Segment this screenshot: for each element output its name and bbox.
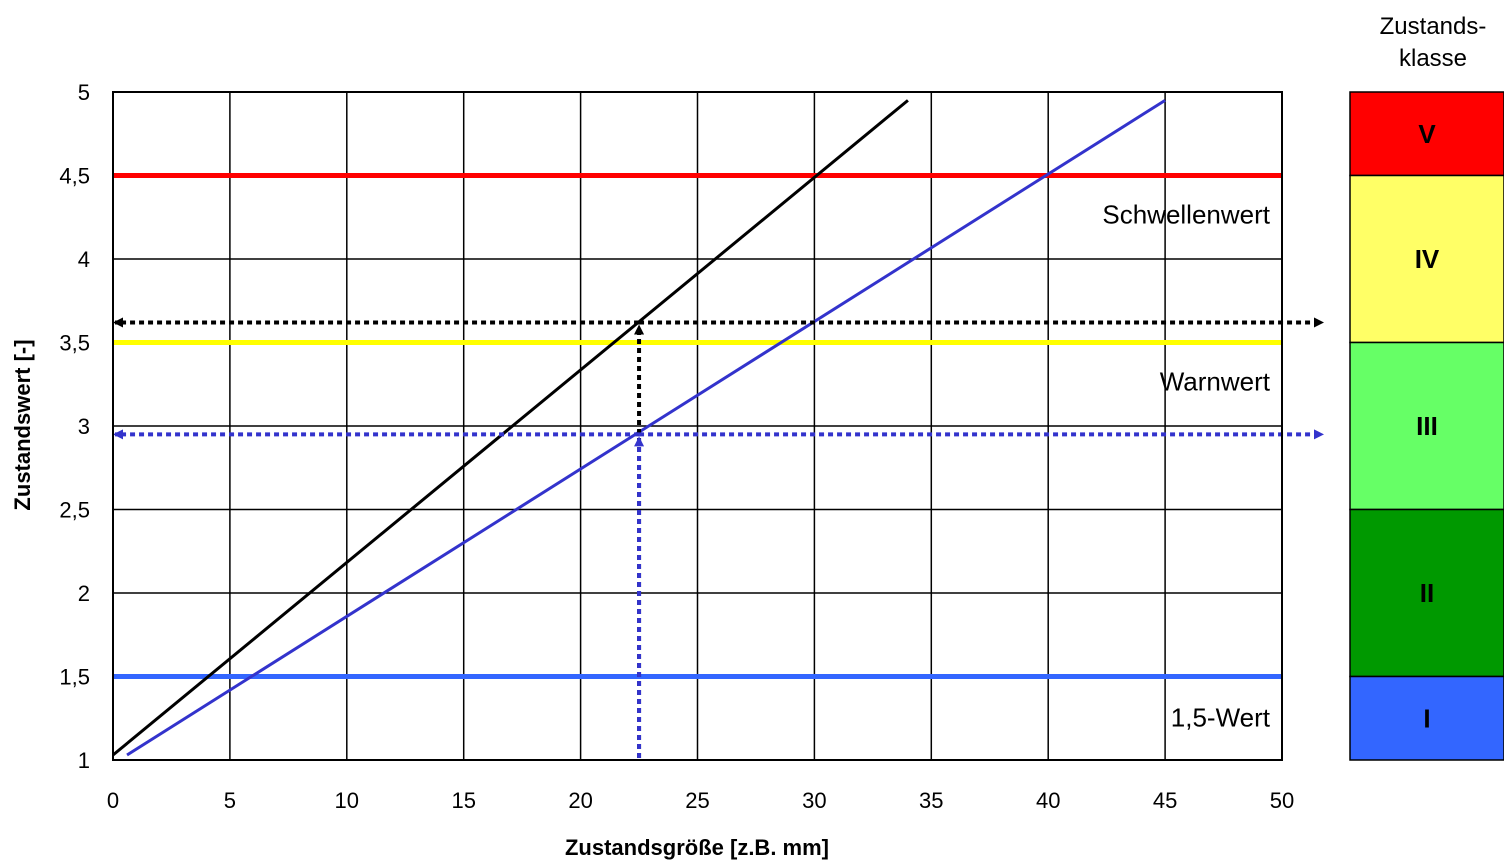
threshold-label-1: Warnwert xyxy=(1160,367,1271,397)
x-tick-label-9: 45 xyxy=(1153,788,1177,813)
x-axis-title: Zustandsgröße [z.B. mm] xyxy=(565,835,829,860)
plot-frame xyxy=(112,91,1283,761)
x-tick-label-2: 10 xyxy=(335,788,359,813)
class-band-label-IV: IV xyxy=(1415,244,1440,274)
x-tick-label-0: 0 xyxy=(107,788,119,813)
y-tick-label-0: 1 xyxy=(78,748,90,773)
y-tick-label-1: 1,5 xyxy=(59,665,90,690)
class-band-label-I: I xyxy=(1423,703,1430,733)
y-axis-title: Zustandswert [-] xyxy=(10,339,35,510)
y-tick-label-3: 2,5 xyxy=(59,498,90,523)
y-tick-label-2: 2 xyxy=(78,581,90,606)
class-band-label-V: V xyxy=(1418,119,1436,149)
class-band-label-III: III xyxy=(1416,411,1438,441)
series-line-0 xyxy=(112,99,909,757)
grid xyxy=(112,91,1283,761)
plot-border xyxy=(112,91,1283,761)
x-tick-labels: 0 5 10 15 20 25 30 35 40 45 50 xyxy=(107,788,1294,813)
y-tick-label-6: 4 xyxy=(78,247,90,272)
x-tick-label-7: 35 xyxy=(919,788,943,813)
series-line-1 xyxy=(126,99,1166,757)
threshold-label-0: Schwellenwert xyxy=(1102,200,1270,230)
reading-arrows xyxy=(113,317,1324,758)
class-band-V xyxy=(1349,91,1504,177)
y-tick-label-8: 5 xyxy=(78,80,90,105)
class-legend-title-line1: Zustands- xyxy=(1380,13,1487,40)
x-tick-label-1: 5 xyxy=(224,788,236,813)
class-band-label-II: II xyxy=(1420,578,1434,608)
class-band-II xyxy=(1349,508,1504,678)
threshold-lines: Schwellenwert Warnwert 1,5-Wert xyxy=(113,173,1282,733)
class-legend-title-line2: klasse xyxy=(1399,45,1467,72)
y-tick-label-7: 4,5 xyxy=(59,164,90,189)
x-tick-label-10: 50 xyxy=(1270,788,1294,813)
x-tick-label-4: 20 xyxy=(568,788,592,813)
x-tick-label-5: 25 xyxy=(685,788,709,813)
x-tick-label-6: 30 xyxy=(802,788,826,813)
y-tick-labels: 1 1,5 2 2,5 3 3,5 4 4,5 5 xyxy=(59,80,90,773)
class-band-IV xyxy=(1349,174,1504,344)
x-tick-label-8: 40 xyxy=(1036,788,1060,813)
class-band-I xyxy=(1349,675,1504,761)
threshold-label-2: 1,5-Wert xyxy=(1171,703,1271,733)
series-lines xyxy=(112,99,1166,757)
x-tick-label-3: 15 xyxy=(451,788,475,813)
y-tick-label-5: 3,5 xyxy=(59,331,90,356)
class-band-III xyxy=(1349,341,1504,511)
y-tick-label-4: 3 xyxy=(78,414,90,439)
